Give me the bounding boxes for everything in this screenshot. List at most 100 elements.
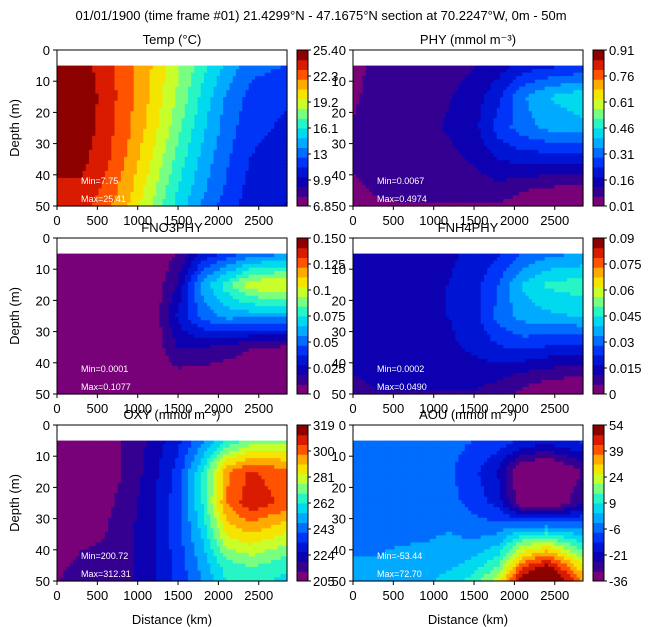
field-cell bbox=[79, 86, 84, 91]
field-cell bbox=[120, 79, 125, 84]
field-cell bbox=[127, 93, 132, 98]
colorbar-swatch bbox=[297, 69, 308, 80]
field-cell bbox=[197, 83, 202, 88]
field-cell bbox=[149, 118, 154, 123]
field-cell bbox=[239, 135, 243, 140]
field-cell bbox=[156, 128, 160, 133]
field-cell bbox=[207, 104, 211, 109]
field-cell bbox=[79, 104, 84, 109]
field-cell bbox=[92, 86, 96, 91]
field-cell bbox=[203, 69, 208, 74]
field-cell bbox=[152, 69, 157, 74]
field-cell bbox=[72, 132, 77, 137]
field-cell bbox=[114, 65, 119, 70]
field-cell bbox=[172, 142, 176, 147]
field-cell bbox=[175, 118, 179, 123]
field-cell bbox=[95, 135, 100, 140]
field-cell bbox=[226, 114, 231, 119]
field-cell bbox=[88, 86, 93, 91]
field-cell bbox=[130, 79, 135, 84]
field-cell bbox=[130, 76, 135, 81]
field-cell bbox=[114, 111, 119, 116]
field-cell bbox=[127, 139, 132, 144]
field-cell bbox=[207, 100, 211, 105]
field-cell bbox=[88, 128, 93, 133]
field-cell bbox=[76, 146, 80, 151]
field-cell bbox=[267, 111, 272, 116]
field-cell bbox=[92, 100, 96, 105]
field-cell bbox=[124, 65, 128, 70]
field-cell bbox=[271, 132, 275, 137]
field-cell bbox=[124, 118, 128, 123]
field-cell bbox=[251, 100, 256, 105]
field-cell bbox=[69, 142, 74, 147]
field-cell bbox=[242, 121, 247, 126]
field-cell bbox=[187, 100, 192, 105]
field-cell bbox=[203, 65, 208, 70]
field-cell bbox=[283, 118, 288, 123]
field-cell bbox=[283, 128, 288, 133]
field-cell bbox=[264, 128, 269, 133]
field-cell bbox=[63, 69, 68, 74]
field-cell bbox=[152, 139, 157, 144]
field-cell bbox=[60, 104, 64, 109]
field-cell bbox=[140, 97, 144, 102]
field-cell bbox=[200, 76, 205, 81]
field-cell bbox=[95, 132, 100, 137]
field-cell bbox=[258, 121, 263, 126]
field-cell bbox=[69, 111, 74, 116]
field-cell bbox=[120, 125, 125, 130]
field-cell bbox=[274, 118, 279, 123]
field-cell bbox=[95, 97, 100, 102]
field-cell bbox=[152, 114, 157, 119]
field-cell bbox=[130, 97, 135, 102]
field-cell bbox=[181, 83, 186, 88]
field-cell bbox=[207, 65, 211, 70]
field-cell bbox=[101, 86, 106, 91]
field-cell bbox=[235, 76, 240, 81]
field-cell bbox=[181, 114, 186, 119]
field-cell bbox=[146, 83, 151, 88]
field-cell bbox=[280, 104, 285, 109]
field-cell bbox=[245, 100, 250, 105]
field-cell bbox=[219, 111, 224, 116]
field-cell bbox=[251, 65, 256, 70]
field-cell bbox=[168, 121, 173, 126]
field-cell bbox=[149, 97, 154, 102]
field-cell bbox=[232, 65, 237, 70]
field-cell bbox=[124, 139, 128, 144]
field-cell bbox=[242, 83, 247, 88]
field-cell bbox=[264, 121, 269, 126]
field-cell bbox=[172, 139, 176, 144]
field-cell bbox=[277, 79, 282, 84]
field-cell bbox=[156, 76, 160, 81]
field-cell bbox=[120, 97, 125, 102]
field-cell bbox=[159, 121, 164, 126]
field-cell bbox=[219, 128, 224, 133]
field-cell bbox=[149, 90, 154, 95]
field-cell bbox=[210, 100, 215, 105]
field-cell bbox=[168, 114, 173, 119]
y-tick-label: 20 bbox=[36, 105, 50, 120]
field-cell bbox=[143, 135, 148, 140]
field-cell bbox=[200, 118, 205, 123]
field-cell bbox=[127, 104, 132, 109]
field-cell bbox=[146, 107, 151, 112]
field-cell bbox=[124, 132, 128, 137]
field-cell bbox=[197, 65, 202, 70]
field-cell bbox=[261, 104, 266, 109]
field-cell bbox=[191, 128, 195, 133]
field-cell bbox=[76, 139, 80, 144]
field-cell bbox=[255, 100, 259, 105]
field-cell bbox=[124, 114, 128, 119]
field-cell bbox=[200, 121, 205, 126]
field-cell bbox=[219, 118, 224, 123]
field-cell bbox=[117, 128, 122, 133]
field-cell bbox=[245, 76, 250, 81]
field-cell bbox=[232, 121, 237, 126]
field-cell bbox=[267, 135, 272, 140]
field-cell bbox=[114, 114, 119, 119]
field-cell bbox=[143, 100, 148, 105]
field-cell bbox=[277, 121, 282, 126]
